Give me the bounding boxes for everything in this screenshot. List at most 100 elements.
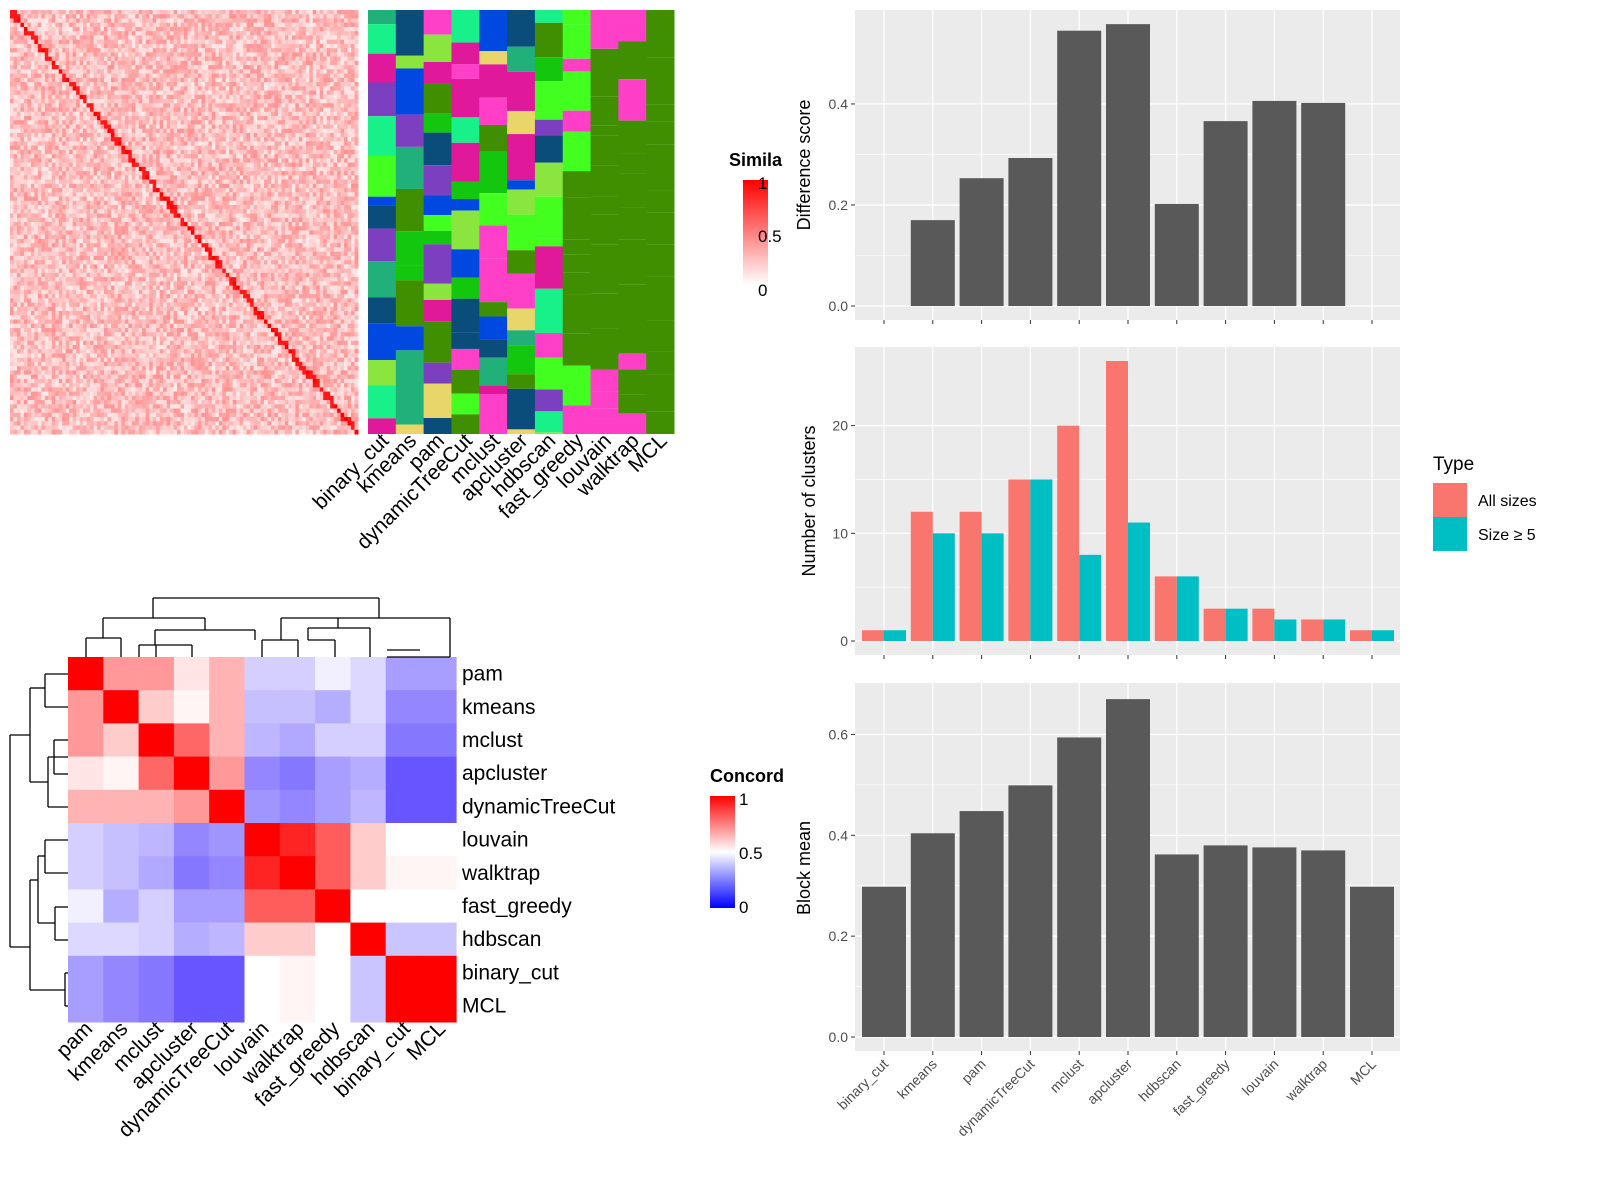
- similarity-cell: [309, 65, 314, 70]
- similarity-cell: [27, 77, 32, 83]
- similarity-cell: [225, 43, 230, 49]
- similarity-cell: [274, 166, 279, 172]
- similarity-cell: [347, 154, 352, 159]
- similarity-cell: [337, 48, 342, 53]
- similarity-cell: [253, 43, 258, 49]
- similarity-cell: [76, 116, 81, 121]
- similarity-cell: [163, 158, 168, 164]
- similarity-cell: [208, 111, 213, 117]
- similarity-cell: [166, 77, 171, 83]
- similarity-cell: [201, 94, 206, 100]
- similarity-cell: [225, 162, 230, 168]
- similarity-cell: [316, 39, 321, 45]
- similarity-cell: [229, 52, 234, 58]
- similarity-cell: [277, 175, 282, 181]
- similarity-cell: [267, 188, 272, 193]
- similarity-cell: [145, 192, 150, 198]
- similarity-cell: [110, 60, 115, 66]
- similarity-cell: [264, 22, 269, 28]
- similarity-cell: [128, 26, 133, 32]
- similarity-cell: [51, 183, 56, 189]
- similarity-cell: [20, 14, 25, 19]
- similarity-cell: [37, 103, 42, 109]
- similarity-cell: [152, 179, 157, 185]
- similarity-cell: [194, 73, 199, 79]
- similarity-cell: [260, 14, 265, 19]
- similarity-cell: [48, 145, 53, 151]
- similarity-cell: [260, 22, 265, 28]
- similarity-cell: [354, 82, 359, 87]
- similarity-cell: [281, 90, 286, 96]
- similarity-cell: [208, 179, 213, 185]
- similarity-cell: [184, 90, 188, 96]
- similarity-cell: [23, 162, 28, 168]
- similarity-cell: [107, 124, 112, 130]
- similarity-cell: [145, 209, 150, 215]
- similarity-cell: [180, 166, 185, 172]
- similarity-cell: [145, 39, 150, 45]
- similarity-cell: [274, 86, 279, 92]
- similarity-cell: [117, 52, 122, 58]
- similarity-cell: [340, 205, 345, 210]
- similarity-cell: [62, 48, 67, 53]
- similarity-cell: [62, 183, 67, 189]
- similarity-cell: [243, 86, 248, 92]
- similarity-cell: [149, 103, 154, 109]
- similarity-cell: [288, 124, 293, 130]
- similarity-cell: [340, 65, 345, 70]
- similarity-cell: [344, 111, 349, 117]
- similarity-cell: [295, 209, 300, 215]
- similarity-cell: [145, 196, 150, 202]
- similarity-cell: [44, 137, 49, 142]
- similarity-cell: [131, 94, 136, 100]
- similarity-cell: [239, 10, 244, 15]
- similarity-cell: [351, 31, 356, 36]
- similarity-cell: [107, 188, 112, 193]
- similarity-cell: [114, 200, 119, 206]
- similarity-cell: [250, 192, 255, 198]
- similarity-cell: [100, 154, 105, 159]
- similarity-cell: [48, 111, 53, 117]
- similarity-cell: [323, 158, 328, 164]
- similarity-cell: [211, 166, 216, 172]
- similarity-cell: [253, 192, 258, 198]
- similarity-cell: [152, 132, 157, 138]
- similarity-cell: [302, 217, 307, 223]
- similarity-cell: [173, 26, 178, 32]
- similarity-cell: [138, 158, 143, 164]
- similarity-cell: [236, 18, 241, 24]
- similarity-cell: [30, 22, 35, 28]
- similarity-cell: [260, 56, 265, 62]
- similarity-cell: [27, 107, 32, 113]
- similarity-cell: [10, 137, 14, 142]
- similarity-cell: [10, 162, 14, 168]
- similarity-cell: [288, 111, 293, 117]
- similarity-cell: [65, 120, 70, 125]
- similarity-cell: [215, 175, 220, 181]
- similarity-cell: [319, 116, 324, 121]
- similarity-cell: [257, 183, 262, 189]
- similarity-cell: [103, 86, 108, 92]
- similarity-cell: [90, 56, 95, 62]
- similarity-cell: [107, 10, 112, 15]
- similarity-cell: [204, 192, 209, 198]
- similarity-cell: [211, 52, 216, 58]
- similarity-cell: [302, 205, 307, 210]
- similarity-cell: [34, 162, 39, 168]
- similarity-cell: [103, 179, 108, 185]
- similarity-cell: [121, 60, 126, 66]
- similarity-cell: [222, 183, 227, 189]
- similarity-cell: [204, 188, 209, 193]
- similarity-cell: [340, 200, 345, 206]
- similarity-cell: [166, 145, 171, 151]
- similarity-cell: [138, 107, 143, 113]
- similarity-cell: [114, 65, 119, 70]
- similarity-cell: [291, 43, 296, 49]
- similarity-cell: [250, 35, 255, 41]
- similarity-cell: [312, 77, 317, 83]
- similarity-cell: [277, 154, 282, 159]
- similarity-cell: [69, 171, 74, 176]
- similarity-cell: [145, 56, 150, 62]
- similarity-cell: [344, 35, 349, 41]
- similarity-cell: [274, 137, 279, 142]
